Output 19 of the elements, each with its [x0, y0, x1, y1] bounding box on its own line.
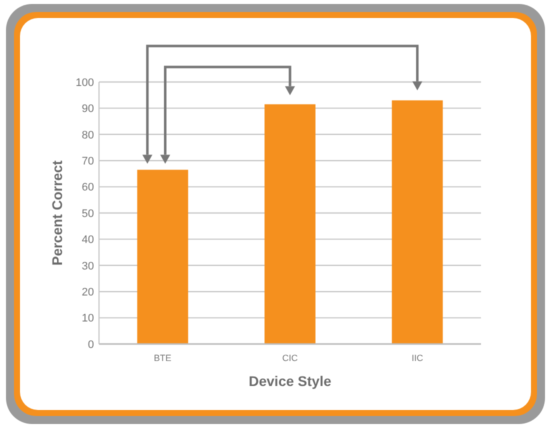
y-tick-label: 10 — [82, 312, 94, 325]
x-tick-label: BTE — [154, 353, 172, 363]
bar — [264, 104, 316, 344]
bar — [137, 170, 188, 344]
x-tick-label: IIC — [412, 353, 424, 363]
y-axis-title: Percent Correct — [49, 160, 65, 266]
y-tick-label: 90 — [82, 103, 94, 116]
y-tick-label: 60 — [82, 182, 94, 194]
y-tick-label: 30 — [82, 260, 94, 272]
bar — [392, 100, 443, 344]
y-tick-label: 40 — [82, 234, 94, 246]
x-axis-title: Device Style — [248, 373, 332, 389]
x-tick-label: CIC — [282, 353, 298, 363]
y-tick-label: 100 — [76, 76, 94, 89]
y-tick-label: 20 — [82, 286, 94, 298]
y-tick-label: 70 — [82, 155, 94, 168]
y-tick-label: 50 — [82, 208, 94, 220]
y-tick-label: 0 — [88, 338, 94, 351]
y-tick-label: 80 — [82, 129, 94, 142]
